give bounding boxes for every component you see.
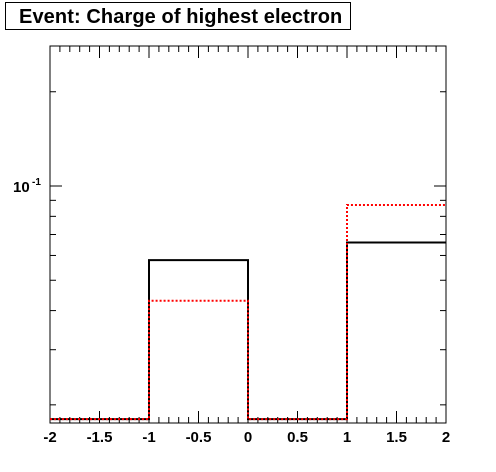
x-tick-label: -2 [43, 429, 56, 446]
x-tick-label: 0.5 [287, 429, 308, 446]
x-tick-label: 0 [244, 429, 252, 446]
histogram-series-2 [50, 203, 446, 421]
x-tick-label: -0.5 [186, 429, 212, 446]
x-tick-label: 2 [442, 429, 450, 446]
x-tick-label: -1.5 [87, 429, 113, 446]
x-tick-label: 1 [343, 429, 351, 446]
title-box: Event: Charge of highest electron [5, 2, 351, 30]
x-tick-label: 1.5 [386, 429, 407, 446]
x-tick-label: -1 [142, 429, 155, 446]
y-tick-label-exponent: -1 [32, 177, 41, 188]
chart-title: Event: Charge of highest electron [19, 6, 343, 28]
y-tick-label-base: 10 [13, 179, 30, 196]
